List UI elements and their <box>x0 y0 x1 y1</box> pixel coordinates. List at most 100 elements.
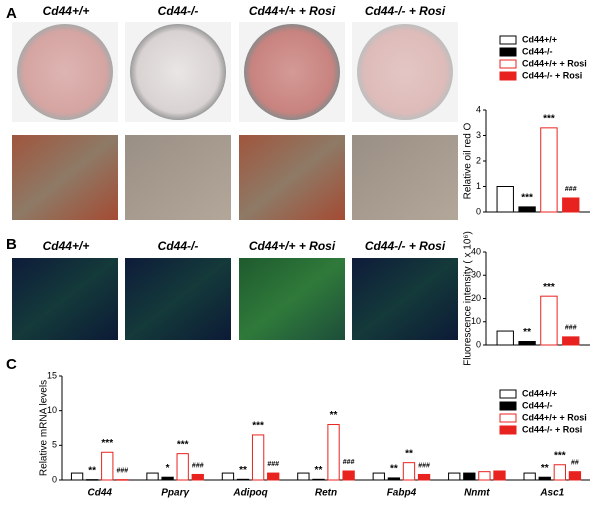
bar <box>312 478 325 481</box>
fluorescence-image <box>12 258 118 340</box>
significance-label: ** <box>88 465 96 476</box>
y-tick-label: 15 <box>47 370 57 380</box>
panel-label: C <box>6 356 17 373</box>
legend-swatch <box>499 35 517 45</box>
legend-swatch <box>499 47 517 57</box>
micrograph <box>125 135 231 220</box>
significance-label: ### <box>565 325 577 332</box>
legend-label: Cd44-/- <box>522 400 553 410</box>
significance-label: ### <box>192 462 204 469</box>
significance-label: *** <box>554 450 566 461</box>
significance-label: ### <box>418 462 430 469</box>
y-tick-label: 5 <box>52 440 57 450</box>
photo-label: Cd44+/+ + Rosi <box>249 4 336 18</box>
bar <box>568 471 582 481</box>
bar <box>448 472 461 481</box>
legend-swatch <box>499 59 517 69</box>
bar <box>496 186 514 213</box>
bar <box>463 472 476 481</box>
legend-label: Cd44+/+ <box>522 34 557 44</box>
legend-swatch <box>499 389 517 399</box>
x-tick-label: Retn <box>315 488 337 499</box>
legend-label: Cd44+/+ + Rosi <box>522 412 587 422</box>
bar <box>116 479 129 481</box>
y-tick-label: 20 <box>471 293 481 303</box>
significance-label: ** <box>405 448 413 459</box>
legend-swatch <box>499 413 517 423</box>
bar <box>176 453 189 481</box>
x-tick-label: Asc1 <box>539 488 564 499</box>
bar <box>496 330 514 346</box>
dish <box>244 24 340 120</box>
legend-label: Cd44+/+ + Rosi <box>522 58 587 68</box>
fluorescence-image <box>239 258 345 340</box>
legend-swatch <box>499 401 517 411</box>
significance-label: *** <box>521 193 533 204</box>
bar <box>297 472 310 481</box>
micrograph <box>239 135 345 220</box>
significance-label: ### <box>116 467 128 474</box>
significance-label: * <box>166 463 170 474</box>
legend-label: Cd44+/+ <box>522 388 557 398</box>
bar <box>518 341 536 346</box>
y-tick-label: 0 <box>52 474 57 484</box>
y-tick-label: 1 <box>476 181 481 191</box>
bar <box>523 472 536 481</box>
significance-label: ## <box>571 460 579 467</box>
panel-label: A <box>6 5 17 22</box>
bar <box>562 197 580 213</box>
x-tick-label: Pparγ <box>161 488 190 499</box>
bar <box>251 434 265 481</box>
legend-swatch <box>499 71 517 81</box>
dish <box>357 24 453 120</box>
legend-swatch <box>499 425 517 435</box>
fluorescence-image <box>352 258 458 340</box>
significance-label: *** <box>543 113 555 124</box>
y-tick-label: 40 <box>471 246 481 256</box>
bar <box>267 472 280 481</box>
bar <box>387 477 401 481</box>
significance-label: *** <box>252 421 264 432</box>
micrograph <box>352 135 458 220</box>
significance-label: *** <box>177 439 189 450</box>
x-tick-label: Fabp4 <box>387 488 417 499</box>
y-tick-label: 0 <box>476 206 481 216</box>
photo-label: Cd44-/- <box>158 239 199 253</box>
significance-label: ### <box>267 461 279 468</box>
legend-label: Cd44-/- + Rosi <box>522 70 582 80</box>
significance-label: *** <box>543 282 555 293</box>
legend-label: Cd44-/- <box>522 46 553 56</box>
significance-label: ** <box>390 464 398 475</box>
significance-label: *** <box>101 438 113 449</box>
bar <box>70 472 84 481</box>
bar <box>342 470 355 481</box>
significance-label: ### <box>565 186 577 193</box>
x-tick-label: Adipoq <box>232 488 267 499</box>
dish <box>17 24 113 120</box>
y-tick-label: 10 <box>471 316 481 326</box>
bar <box>161 476 174 481</box>
significance-label: ** <box>523 327 531 338</box>
y-tick-label: 10 <box>47 405 57 415</box>
y-axis-label: Fluorescence intensity ( x 10⁶) <box>463 231 474 366</box>
bar <box>236 478 250 481</box>
photo-label: Cd44+/+ <box>43 239 90 253</box>
photo-label: Cd44+/+ <box>43 4 90 18</box>
y-tick-label: 2 <box>476 155 481 165</box>
bar <box>417 473 431 481</box>
fluorescence-image <box>125 258 231 340</box>
micrograph <box>12 135 118 220</box>
significance-label: ** <box>541 463 549 474</box>
photo-label: Cd44-/- + Rosi <box>365 4 446 18</box>
bar <box>221 472 235 481</box>
bar <box>562 336 580 346</box>
significance-label: ** <box>315 465 323 476</box>
bar <box>540 127 558 213</box>
bar <box>538 476 551 481</box>
bar <box>402 462 416 481</box>
legend-label: Cd44-/- + Rosi <box>522 424 582 434</box>
bar <box>518 206 536 213</box>
bar <box>372 472 385 481</box>
bar <box>327 424 340 481</box>
